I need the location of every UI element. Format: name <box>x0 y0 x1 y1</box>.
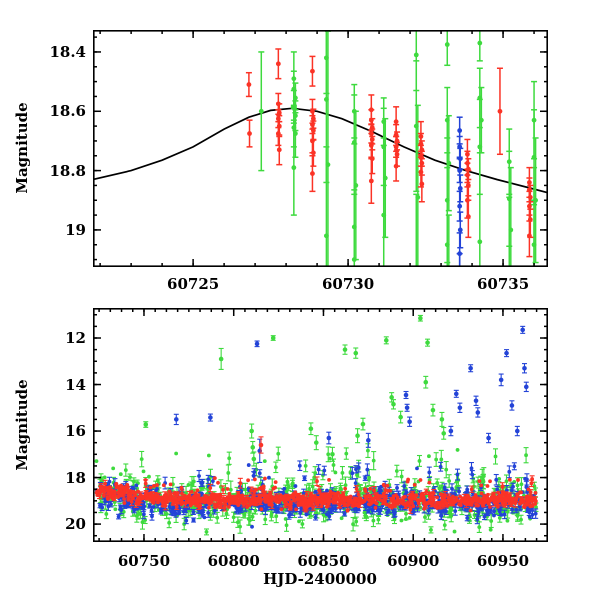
x-tick-label: 60900 <box>387 552 440 570</box>
top-panel: 60725 60730 60735 18.4 18.6 18.8 19 Magnitude <box>13 30 548 293</box>
bottom-panel-plot <box>93 308 548 542</box>
bottom-y-axis-title: Magnitude <box>13 379 31 471</box>
bottom-panel: 60750 60800 60850 60900 60950 12 14 16 18 20 Magn… <box>13 308 548 588</box>
x-tick-label: 60950 <box>476 552 530 570</box>
y-tick-label: 20 <box>65 515 86 534</box>
top-panel-plot <box>93 30 548 267</box>
y-tick-label: 18.6 <box>49 102 86 121</box>
x-tick-label: 60850 <box>297 552 350 570</box>
y-tick-label: 12 <box>65 329 86 347</box>
top-y-axis-title: Magnitude <box>13 102 31 194</box>
bottom-x-axis-title: HJD-2400000 <box>263 570 377 588</box>
y-tick-label: 14 <box>65 375 86 394</box>
x-tick-label: 60730 <box>321 275 375 293</box>
x-tick-label: 60735 <box>476 275 530 293</box>
y-tick-label: 18 <box>65 468 86 487</box>
y-tick-label: 16 <box>65 422 86 441</box>
y-tick-label: 18.4 <box>49 42 86 61</box>
y-tick-label: 18.8 <box>49 161 86 180</box>
x-tick-label: 60725 <box>167 275 220 293</box>
x-tick-label: 60750 <box>117 552 171 570</box>
x-tick-label: 60800 <box>207 552 260 570</box>
y-tick-label: 19 <box>65 220 86 239</box>
